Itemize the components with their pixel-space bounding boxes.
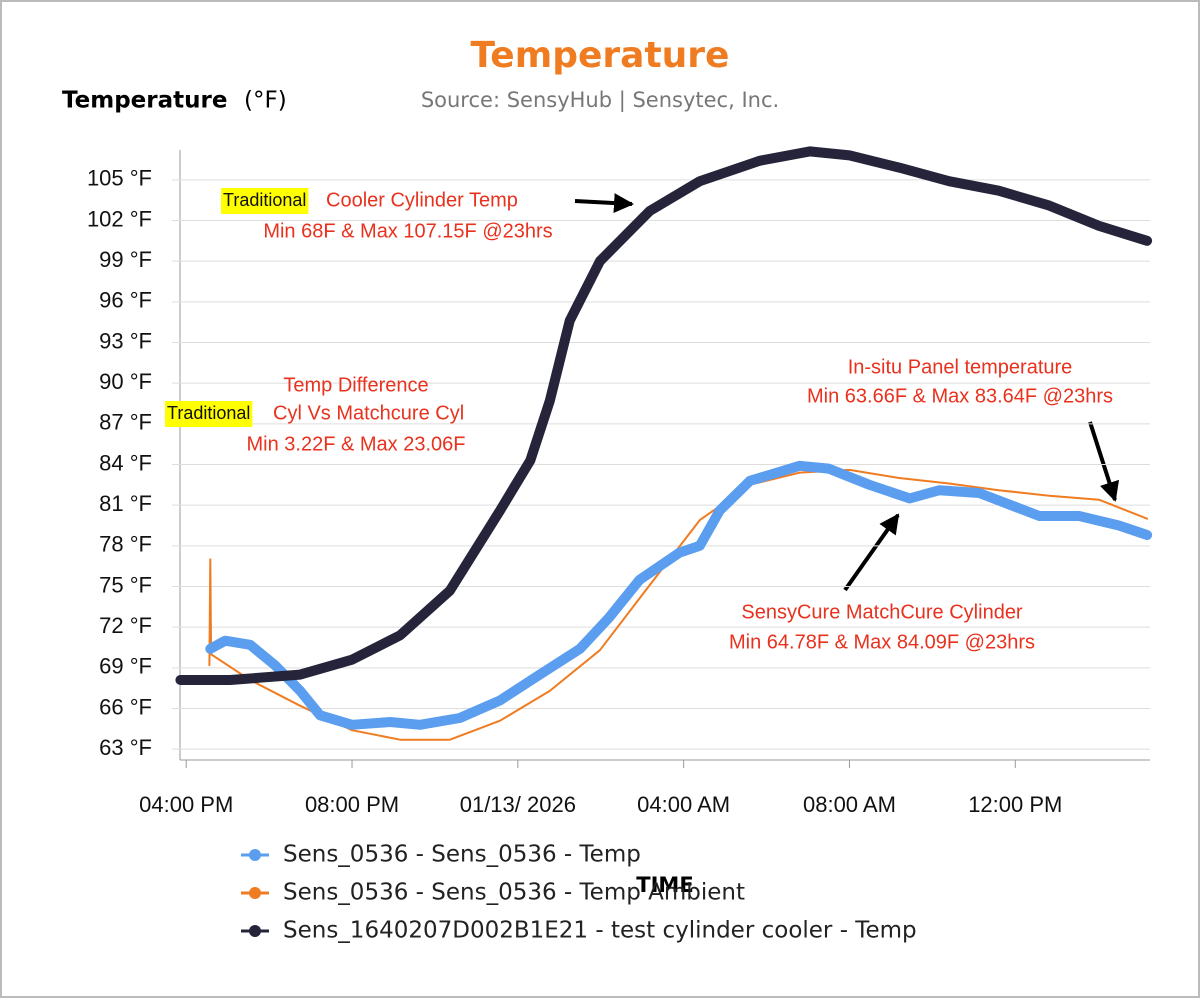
y-tick-label: 99 °F [99, 247, 152, 272]
annotation-text: Cyl Vs Matchcure Cyl [273, 402, 464, 424]
legend-label: Sens_0536 - Sens_0536 - Temp Ambient [283, 880, 745, 906]
y-tick-label: 93 °F [99, 328, 152, 353]
x-axis-label: TIME [636, 873, 693, 897]
annotation-text: SensyCure MatchCure Cylinder [741, 601, 1023, 623]
chart-title: Temperature [471, 35, 730, 76]
arrow [574, 193, 634, 214]
annotation-text: Min 68F & Max 107.15F @23hrs [263, 220, 552, 242]
legend-marker [249, 849, 261, 861]
x-tick-label: 04:00 AM [637, 792, 730, 817]
chart-subtitle: Source: SensyHub | Sensytec, Inc. [421, 88, 779, 113]
x-tick-label: 08:00 AM [803, 792, 896, 817]
y-tick-label: 63 °F [99, 735, 152, 760]
y-tick-label: 90 °F [99, 369, 152, 394]
x-tick-label: 04:00 PM [139, 792, 233, 817]
annotation-highlight [221, 188, 309, 214]
arrow [843, 513, 900, 592]
legend-marker [249, 925, 261, 937]
x-tick-label: 12:00 PM [968, 792, 1062, 817]
y-tick-label: 81 °F [99, 491, 152, 516]
annotation-text: Min 64.78F & Max 84.09F @23hrs [729, 631, 1035, 653]
y-tick-label: 96 °F [99, 288, 152, 313]
y-tick-label: 87 °F [99, 410, 152, 435]
y-tick-label: 69 °F [99, 654, 152, 679]
y-tick-label: 75 °F [99, 572, 152, 597]
annotation-text: Temp Difference [283, 374, 428, 396]
y-tick-label: 72 °F [99, 613, 152, 638]
arrow [1088, 421, 1120, 502]
annotation-text: In-situ Panel temperature [848, 356, 1073, 378]
series-line [205, 460, 1153, 730]
annotation-text: Min 3.22F & Max 23.06F [247, 433, 466, 455]
annotation-text: Min 63.66F & Max 83.64F @23hrs [807, 385, 1113, 407]
annotation-label: Traditional [167, 403, 250, 423]
annotation-highlight [165, 401, 253, 427]
legend-label: Sens_0536 - Sens_0536 - Temp [283, 842, 641, 868]
y-tick-label: 84 °F [99, 450, 152, 475]
series-line [175, 146, 1153, 685]
arrows [574, 193, 1120, 592]
y-tick-label: 105 °F [87, 166, 152, 191]
y-tick-label: 102 °F [87, 206, 152, 231]
legend-label: Sens_1640207D002B1E21 - test cylinder co… [283, 918, 917, 944]
y-tick-label: 78 °F [99, 532, 152, 557]
x-tick-label: 01/13/ 2026 [460, 792, 576, 817]
annotation-text: Cooler Cylinder Temp [326, 189, 518, 211]
y-axis-unit: (°F) [244, 88, 287, 114]
x-tick-label: 08:00 PM [305, 792, 399, 817]
series-line [208, 468, 1149, 741]
annotation-label: Traditional [223, 190, 306, 210]
y-tick-label: 66 °F [99, 694, 152, 719]
legend-marker [249, 887, 261, 899]
y-axis-label: Temperature [62, 88, 227, 114]
